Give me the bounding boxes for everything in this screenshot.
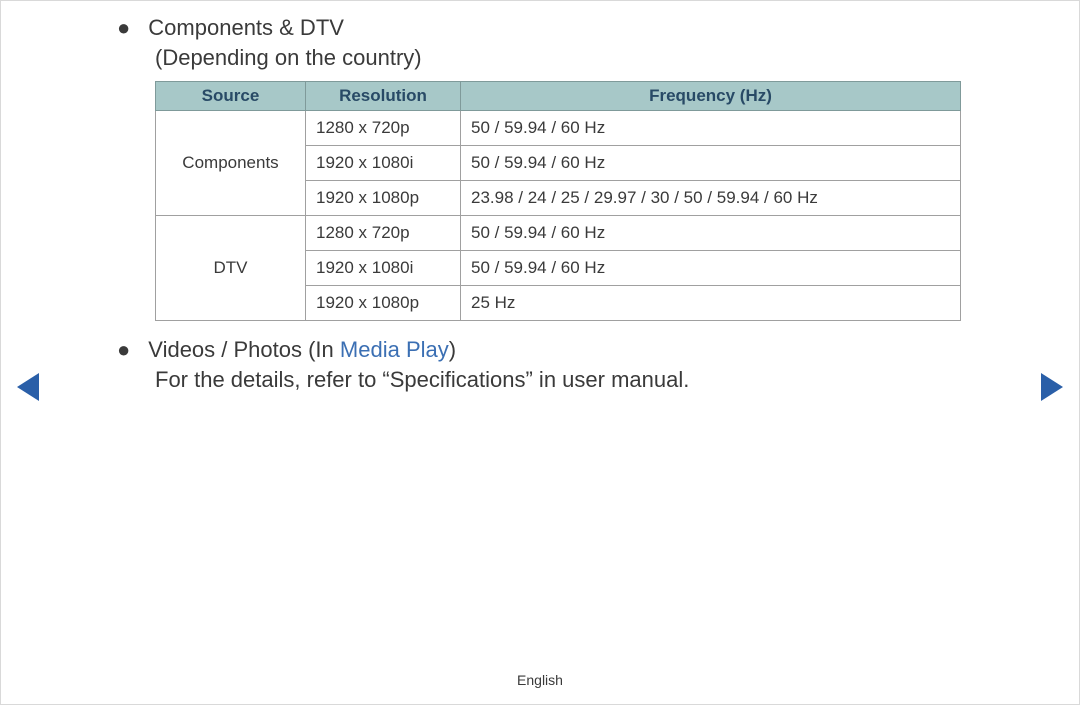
section2-detail: For the details, refer to “Specification… [111,365,969,395]
cell-resolution: 1920 x 1080p [306,286,461,321]
spec-table: Source Resolution Frequency (Hz) Compone… [155,81,961,321]
nav-prev-arrow-icon[interactable] [17,373,39,401]
section2-accent: Media Play [340,337,449,362]
cell-resolution: 1280 x 720p [306,111,461,146]
cell-frequency: 23.98 / 24 / 25 / 29.97 / 30 / 50 / 59.9… [461,181,961,216]
cell-frequency: 50 / 59.94 / 60 Hz [461,216,961,251]
table-header-row: Source Resolution Frequency (Hz) [156,82,961,111]
section2-title: Videos / Photos (In Media Play) [148,335,456,365]
cell-resolution: 1280 x 720p [306,216,461,251]
section2-suffix: ) [449,337,456,362]
col-header-source: Source [156,82,306,111]
col-header-resolution: Resolution [306,82,461,111]
section1-title: Components & DTV [148,13,344,43]
section-components-dtv: ● Components & DTV (Depending on the cou… [111,13,969,321]
nav-next-arrow-icon[interactable] [1041,373,1063,401]
cell-frequency: 50 / 59.94 / 60 Hz [461,251,961,286]
page-content: ● Components & DTV (Depending on the cou… [1,1,1079,395]
bullet-icon: ● [111,13,148,43]
cell-resolution: 1920 x 1080i [306,146,461,181]
section-videos-photos: ● Videos / Photos (In Media Play) For th… [111,335,969,395]
section1-subtitle: (Depending on the country) [111,43,969,73]
cell-frequency: 50 / 59.94 / 60 Hz [461,146,961,181]
col-header-frequency: Frequency (Hz) [461,82,961,111]
cell-resolution: 1920 x 1080p [306,181,461,216]
table-row: DTV 1280 x 720p 50 / 59.94 / 60 Hz [156,216,961,251]
cell-source: Components [156,111,306,216]
section2-prefix: Videos / Photos (In [148,337,340,362]
cell-source: DTV [156,216,306,321]
manual-page: ● Components & DTV (Depending on the cou… [0,0,1080,705]
cell-resolution: 1920 x 1080i [306,251,461,286]
bullet-icon: ● [111,335,148,365]
cell-frequency: 50 / 59.94 / 60 Hz [461,111,961,146]
table-row: Components 1280 x 720p 50 / 59.94 / 60 H… [156,111,961,146]
footer-language: English [1,672,1079,688]
cell-frequency: 25 Hz [461,286,961,321]
